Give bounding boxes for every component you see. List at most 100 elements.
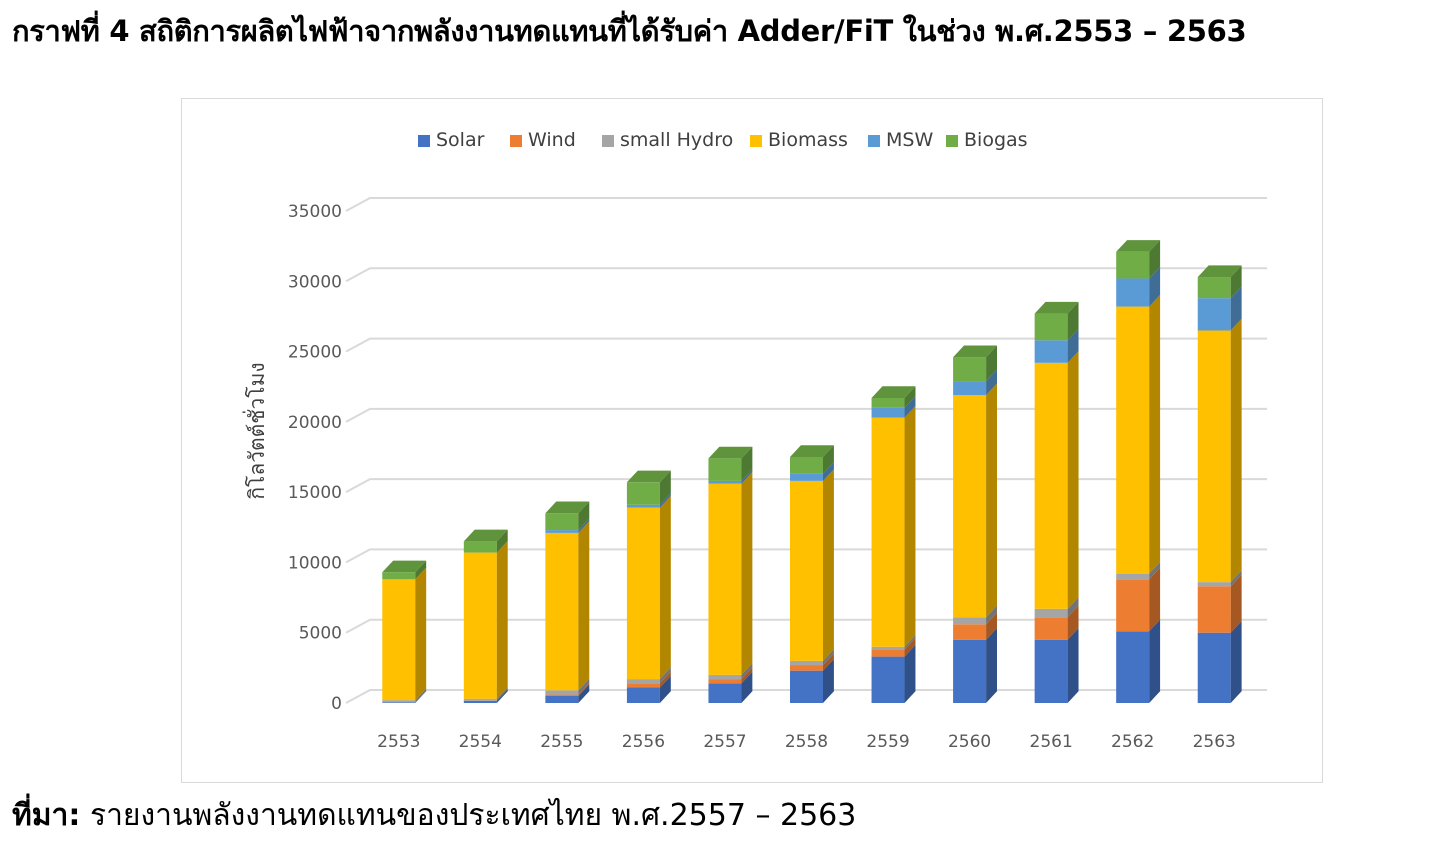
x-tick-label: 2559 xyxy=(866,732,909,752)
bar-segment-biomass xyxy=(790,480,823,661)
bar-top-biogas xyxy=(626,470,671,483)
bar-segment-small-hydro xyxy=(1034,608,1068,618)
bar-side-biogas xyxy=(496,529,508,553)
legend-item: small Hydro xyxy=(602,129,733,151)
bar-side-msw xyxy=(823,462,834,481)
bar-segment-biomass xyxy=(463,552,497,699)
legend-item: Wind xyxy=(510,129,576,151)
bar-side-solar xyxy=(1149,619,1161,703)
bar-side-small-hydro xyxy=(1067,597,1079,618)
bar-top-biogas xyxy=(463,529,508,542)
bar-top-biogas xyxy=(790,445,834,457)
bar-segment-solar xyxy=(871,656,905,703)
bar-segment-biomass xyxy=(1197,330,1231,583)
bar-side-biogas xyxy=(904,386,916,408)
bar-side-solar xyxy=(578,684,590,703)
y-tick-label: 25000 xyxy=(288,343,342,363)
bar-side-biomass xyxy=(1230,318,1242,583)
bar-side-biomass xyxy=(415,567,427,701)
bar-segment-solar xyxy=(1116,631,1150,703)
bar-segment-msw xyxy=(1116,278,1150,307)
legend-swatch xyxy=(418,135,430,147)
source-text: รายงานพลังงานทดแทนของประเทศไทย พ.ศ.2557 … xyxy=(89,798,857,833)
bar-side-wind xyxy=(904,637,916,657)
bar-side-biomass xyxy=(1067,351,1079,609)
bar-side-wind xyxy=(578,682,590,696)
y-tick-label: 5000 xyxy=(299,624,342,644)
bar-side-biomass xyxy=(741,472,753,675)
x-tick-label: 2557 xyxy=(703,732,746,752)
x-tick-label: 2560 xyxy=(948,732,991,752)
bar-segment-solar xyxy=(382,702,416,703)
bar-segment-biogas xyxy=(708,458,742,481)
bar-segment-wind xyxy=(1034,617,1068,640)
bar-side-biomass xyxy=(986,383,997,618)
bar-side-biomass xyxy=(578,521,590,691)
bar-side-wind xyxy=(659,671,671,688)
legend-label: small Hydro xyxy=(620,129,733,151)
y-tick-label: 20000 xyxy=(288,413,342,433)
legend-label: Biogas xyxy=(964,129,1028,151)
bar-side-solar xyxy=(1067,628,1079,703)
bar-stack xyxy=(626,470,671,703)
bar-segment-wind xyxy=(626,683,660,688)
bar-side-msw xyxy=(659,493,671,508)
bar-segment-msw xyxy=(708,480,742,484)
bar-side-small-hydro xyxy=(578,678,590,695)
bar-segment-small-hydro xyxy=(871,646,905,650)
x-tick-label: 2553 xyxy=(377,732,420,752)
legend-swatch xyxy=(750,135,762,147)
bar-side-biogas xyxy=(986,345,997,382)
bar-side-wind xyxy=(1230,574,1242,633)
bar-top-biogas xyxy=(953,345,997,358)
bar-segment-biogas xyxy=(463,541,497,553)
bar-stack xyxy=(708,446,753,703)
bar-side-biogas xyxy=(1149,240,1161,279)
bar-side-biomass xyxy=(659,495,671,680)
bar-segment-biogas xyxy=(1034,313,1068,341)
gridlines xyxy=(345,197,1267,704)
bar-segment-msw xyxy=(626,504,660,508)
bar-segment-biomass xyxy=(1116,306,1150,574)
bar-top-biogas xyxy=(708,446,753,459)
bar-stack xyxy=(1034,301,1079,703)
bar-segment-biogas xyxy=(382,572,416,580)
bar-side-biogas xyxy=(1067,301,1079,341)
chart-frame: Solar Wind small Hydro Biomass MSW Biogas 0 50… xyxy=(181,98,1323,783)
bar-segment-small-hydro xyxy=(626,679,660,684)
x-tick-label: 2562 xyxy=(1111,732,1154,752)
bar-side-small-hydro xyxy=(904,635,916,650)
bar-segment-biogas xyxy=(545,513,579,531)
bar-segment-small-hydro xyxy=(1197,582,1231,587)
bar-top-biogas xyxy=(871,386,916,398)
bar-side-biogas xyxy=(741,446,753,481)
bar-segment-msw xyxy=(1034,340,1068,363)
bar-side-biomass xyxy=(904,405,916,647)
bar-stack xyxy=(382,560,427,703)
bar-segment-small-hydro xyxy=(545,690,579,695)
bar-side-msw xyxy=(1149,266,1161,307)
bar-side-wind xyxy=(823,653,834,671)
bar-segment-solar xyxy=(626,687,660,703)
bar-side-small-hydro xyxy=(415,688,427,703)
bar-side-msw xyxy=(986,369,997,396)
bar-segment-msw xyxy=(545,530,579,533)
bar-top-biogas xyxy=(545,501,590,514)
bar-stack xyxy=(953,345,997,703)
bar-segment-small-hydro xyxy=(953,617,987,625)
x-tick-label: 2561 xyxy=(1030,732,1073,752)
bar-segment-solar xyxy=(953,639,987,703)
bar-side-msw xyxy=(904,396,916,418)
bar-side-biogas xyxy=(415,560,427,580)
bar-segment-solar xyxy=(708,683,742,703)
bar-side-small-hydro xyxy=(1230,570,1242,587)
x-tick-label: 2555 xyxy=(540,732,583,752)
stacked-bar-chart: Solar Wind small Hydro Biomass MSW Biogas 0 50… xyxy=(242,129,1267,752)
legend-item: MSW xyxy=(868,129,933,151)
bar-segment-wind xyxy=(1116,579,1150,632)
bar-segment-biogas xyxy=(953,357,987,382)
y-tick-label: 10000 xyxy=(288,553,342,573)
bar-stack xyxy=(1197,265,1242,703)
bar-side-small-hydro xyxy=(741,663,753,680)
bar-segment-msw xyxy=(953,381,987,396)
